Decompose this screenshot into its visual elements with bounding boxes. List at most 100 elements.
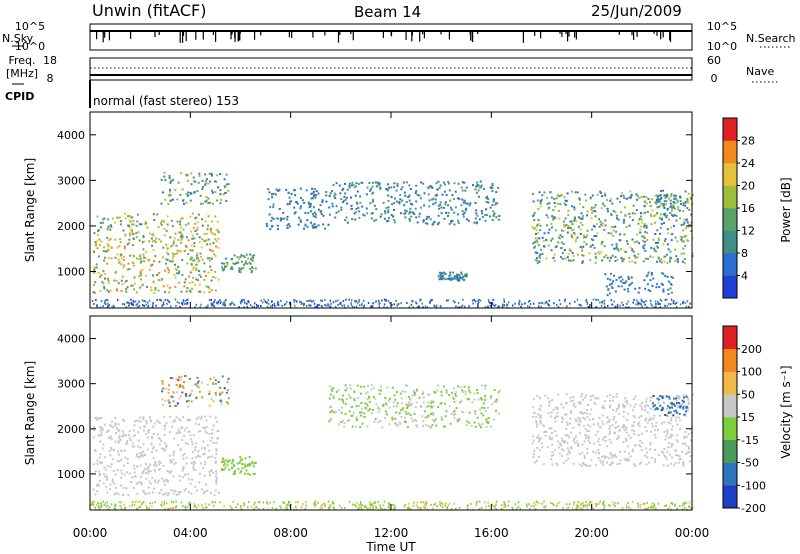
- scatter-point: [100, 226, 103, 229]
- scatter-point: [593, 206, 596, 209]
- scatter-point: [393, 209, 395, 211]
- scatter-point: [625, 459, 627, 462]
- scatter-point: [173, 237, 176, 240]
- scatter-point: [670, 416, 673, 419]
- scatter-point: [643, 223, 646, 225]
- scatter-point: [214, 191, 217, 193]
- scatter-point: [606, 461, 608, 464]
- scatter-point: [682, 204, 685, 207]
- scatter-point: [169, 190, 172, 193]
- scatter-point: [363, 412, 366, 415]
- scatter-point: [681, 260, 684, 263]
- scatter-point: [212, 276, 215, 278]
- scatter-point: [543, 500, 545, 503]
- scatter-point: [579, 431, 581, 434]
- scatter-point: [586, 507, 588, 510]
- scatter-point: [535, 421, 538, 423]
- scatter-point: [114, 473, 117, 476]
- scatter-point: [688, 460, 691, 463]
- scatter-point: [227, 397, 230, 400]
- scatter-point: [622, 406, 625, 409]
- scatter-point: [180, 378, 183, 381]
- scatter-point: [113, 449, 115, 451]
- scatter-point: [637, 303, 639, 306]
- scatter-point: [686, 199, 689, 202]
- scatter-point: [524, 302, 526, 305]
- scatter-point: [460, 399, 463, 402]
- scatter-point: [550, 411, 553, 414]
- scatter-point: [100, 506, 102, 509]
- scatter-point: [669, 282, 672, 285]
- scatter-point: [194, 306, 196, 309]
- scatter-point: [593, 246, 596, 249]
- scatter-point: [216, 228, 219, 231]
- scatter-point: [185, 462, 188, 465]
- scatter-point: [601, 195, 604, 198]
- scatter-point: [177, 272, 180, 275]
- scatter-point: [213, 494, 216, 497]
- scatter-point: [132, 435, 135, 438]
- scatter-point: [668, 197, 670, 200]
- scatter-point: [451, 391, 454, 394]
- scatter-point: [629, 404, 632, 407]
- colorbar-tick-label: -100: [741, 479, 766, 492]
- scatter-point: [649, 299, 652, 302]
- scatter-point: [680, 238, 683, 241]
- scatter-point: [322, 214, 325, 217]
- scatter-point: [635, 240, 638, 243]
- scatter-point: [351, 405, 354, 408]
- scatter-point: [453, 502, 456, 505]
- scatter-point: [338, 184, 341, 187]
- scatter-point: [139, 420, 142, 423]
- scatter-point: [601, 503, 604, 505]
- scatter-point: [560, 421, 563, 423]
- scatter-point: [147, 301, 149, 304]
- scatter-point: [228, 459, 231, 462]
- scatter-point: [393, 202, 396, 204]
- scatter-point: [423, 410, 426, 413]
- scatter-point: [174, 461, 177, 464]
- scatter-point: [645, 224, 648, 227]
- scatter-point: [433, 503, 435, 506]
- scatter-point: [107, 248, 110, 251]
- scatter-point: [118, 434, 121, 437]
- scatter-point: [163, 502, 166, 505]
- scatter-point: [132, 237, 135, 240]
- scatter-point: [332, 395, 335, 398]
- scatter-point: [166, 299, 169, 301]
- scatter-point: [162, 447, 165, 450]
- scatter-point: [139, 257, 142, 260]
- scatter-point: [582, 416, 585, 419]
- scatter-point: [267, 198, 270, 201]
- scatter-point: [99, 426, 102, 429]
- scatter-point: [385, 402, 387, 405]
- scatter-point: [110, 424, 113, 427]
- scatter-point: [226, 381, 229, 384]
- scatter-point: [311, 192, 314, 195]
- scatter-point: [579, 246, 582, 248]
- scatter-point: [571, 220, 574, 223]
- scatter-point: [591, 194, 594, 197]
- scatter-point: [584, 433, 587, 436]
- scatter-point: [578, 419, 581, 422]
- scatter-point: [617, 436, 620, 439]
- scatter-point: [689, 302, 691, 305]
- scatter-point: [447, 181, 450, 183]
- scatter-point: [674, 248, 677, 251]
- scatter-point: [650, 223, 653, 226]
- scatter-point: [224, 304, 227, 307]
- scatter-point: [190, 492, 193, 495]
- scatter-point: [528, 300, 530, 303]
- scatter-point: [158, 463, 160, 466]
- scatter-point: [348, 394, 351, 397]
- scatter-point: [422, 182, 425, 185]
- scatter-point: [647, 506, 650, 509]
- scatter-point: [666, 275, 669, 278]
- scatter-point: [335, 300, 337, 303]
- scatter-point: [353, 186, 356, 189]
- scatter-point: [179, 385, 182, 388]
- scatter-point: [444, 415, 447, 418]
- scatter-point: [415, 301, 417, 304]
- scatter-point: [107, 249, 110, 252]
- scatter-point: [503, 501, 506, 504]
